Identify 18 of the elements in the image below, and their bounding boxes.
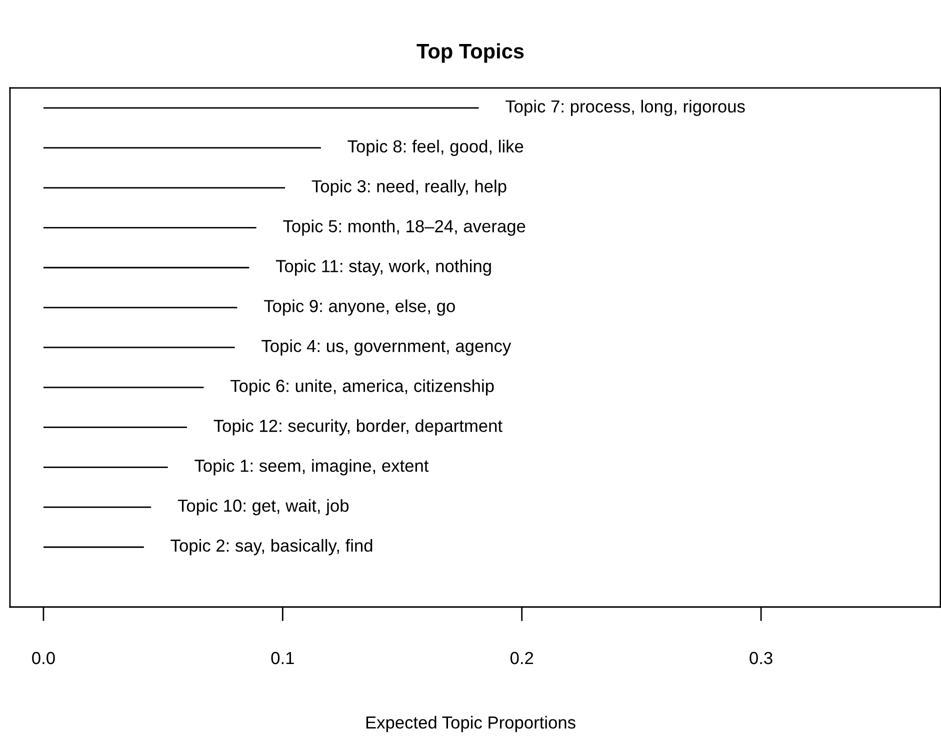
x-tick-label: 0.2 bbox=[510, 652, 534, 664]
x-tick-label: 0.3 bbox=[750, 652, 772, 664]
y-tick-label: Topic 12: security, border, department bbox=[214, 419, 502, 436]
y-tick-label: Topic 5: month, 18–24, average bbox=[283, 220, 526, 236]
y-tick-label: Topic 11: stay, work, nothing bbox=[276, 260, 491, 276]
y-tick-label: Topic 4: us, government, agency bbox=[262, 339, 512, 356]
y-tick-label: Topic 3: need, really, help bbox=[312, 180, 506, 196]
y-tick-label: Topic 8: feel, good, like bbox=[348, 140, 524, 156]
y-tick-label: Topic 9: anyone, else, go bbox=[264, 299, 455, 316]
y-tick-label: Topic 10: get, wait, job bbox=[178, 499, 349, 516]
y-tick-label: Topic 1: seem, imagine, extent bbox=[194, 459, 429, 476]
y-tick-label: Topic 7: process, long, rigorous bbox=[506, 100, 745, 116]
chart-title: Top Topics bbox=[416, 43, 524, 63]
y-tick-label: Topic 2: say, basically, find bbox=[170, 539, 372, 556]
y-tick-label: Topic 6: unite, america, citizenship bbox=[230, 379, 494, 396]
x-tick-label: 0.0 bbox=[32, 652, 55, 664]
x-axis-title: Expected Topic Proportions bbox=[366, 716, 576, 732]
x-tick-label: 0.1 bbox=[271, 652, 294, 664]
